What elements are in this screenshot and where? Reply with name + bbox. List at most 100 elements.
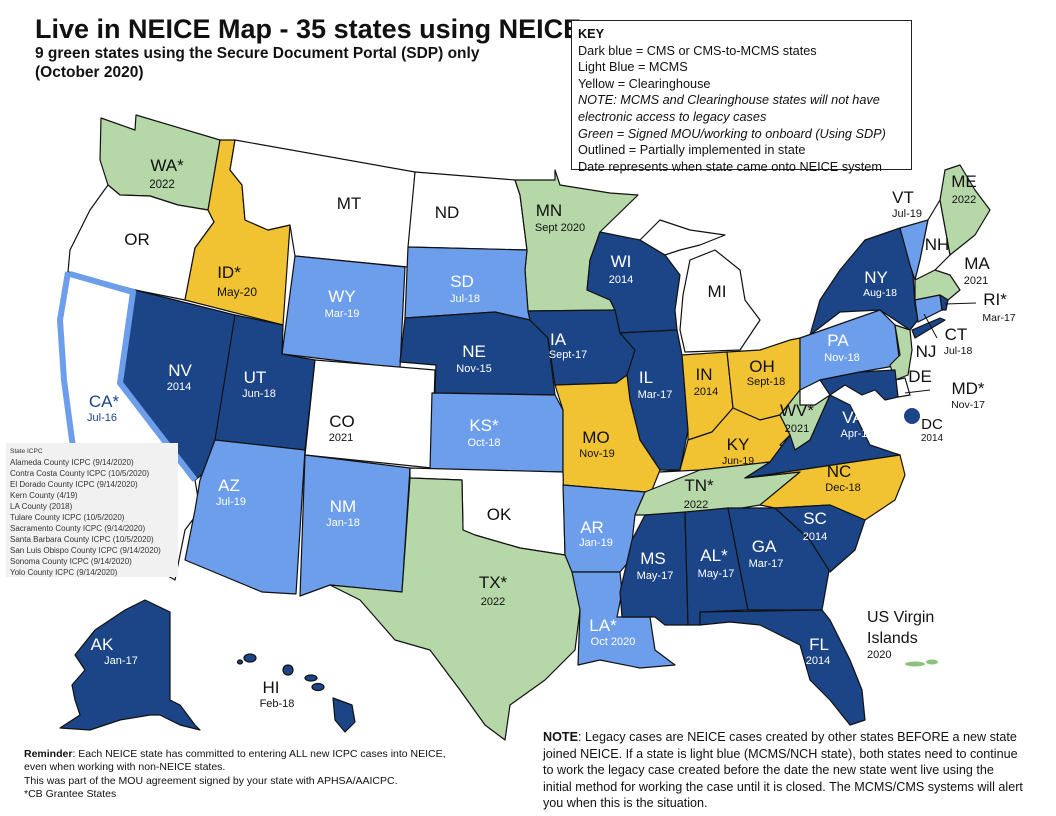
state-RI[interactable] (939, 294, 949, 311)
date-WA: 2022 (149, 179, 175, 191)
label-WA: WA* (150, 156, 184, 175)
vi-date: 2020 (867, 649, 892, 661)
note-text: : Legacy cases are NEICE cases created b… (543, 730, 1023, 811)
page-subtitle: 9 green states using the Secure Document… (35, 44, 479, 82)
label-OK: OK (487, 505, 512, 524)
label-WI: WI (611, 252, 632, 271)
label-HI: HI (263, 678, 280, 697)
key-yellow: Yellow = Clearinghouse (578, 76, 711, 91)
label-CT: CT (945, 325, 968, 344)
label-KY: KY (727, 435, 750, 454)
date-CT: Jul-18 (944, 345, 973, 357)
vi-line-2: Islands (867, 630, 918, 647)
state-AZ[interactable] (184, 439, 306, 595)
ca-county-item: El Dorado County ICPC (9/14/2020) (10, 480, 138, 489)
ca-county-item: Kern County (4/19) (10, 491, 78, 500)
state-PA[interactable] (799, 309, 901, 391)
virgin-islands-shape (905, 659, 938, 667)
state-NY[interactable] (809, 227, 919, 336)
date-WI: 2014 (609, 274, 633, 286)
label-CO: CO (329, 412, 355, 431)
date-MO: Nov-19 (579, 448, 614, 460)
state-DC[interactable] (904, 408, 920, 424)
label-FL: FL (809, 635, 829, 654)
state-NJ[interactable] (889, 324, 913, 381)
date-AL: May-17 (698, 568, 735, 580)
reminder-bold: Reminder (24, 748, 73, 760)
label-SD: SD (450, 272, 474, 291)
key-green: Green = Signed MOU/working to onboard (U… (578, 126, 886, 141)
label-AL: AL* (700, 546, 728, 565)
date-KS: Oct-18 (467, 437, 500, 449)
label-DE: DE (908, 367, 932, 386)
label-MA: MA (964, 254, 990, 273)
date-VT: Jul-19 (892, 208, 922, 220)
ca-county-item: Yolo County ICPC (9/14/2020) (10, 568, 118, 577)
date-DC: 2014 (921, 433, 944, 444)
date-RI: Mar-17 (982, 312, 1015, 324)
state-SC[interactable] (774, 504, 866, 573)
reminder-line-4: *CB Grantee States (24, 787, 117, 800)
date-TN: 2022 (684, 499, 708, 511)
state-ME[interactable] (939, 164, 991, 256)
state-MO[interactable] (554, 374, 661, 493)
label-AR: AR (580, 518, 604, 537)
label-CA: CA* (89, 392, 120, 411)
key-date: Date represents when state came onto NEI… (578, 159, 882, 174)
state-CT[interactable] (914, 294, 943, 323)
state-HI[interactable] (236, 653, 356, 733)
label-IL: IL (639, 368, 653, 387)
note-bold: NOTE (543, 730, 578, 744)
legacy-note: NOTE: Legacy cases are NEICE cases creat… (543, 729, 1023, 812)
ca-county-item: Alameda County ICPC (9/14/2020) (10, 458, 134, 467)
label-AZ: AZ (218, 476, 240, 495)
label-SC: SC (803, 509, 827, 528)
date-CO: 2021 (329, 432, 353, 444)
label-GA: GA (752, 537, 777, 556)
label-NV: NV (168, 361, 192, 380)
date-UT: Jun-18 (242, 388, 276, 400)
page-title: Live in NEICE Map - 35 states using NEIC… (35, 14, 582, 44)
label-VT: VT (892, 188, 914, 207)
vi-line-1: US Virgin (867, 609, 935, 626)
date-MS: May-17 (637, 570, 674, 582)
label-MI: MI (708, 282, 727, 301)
label-MO: MO (582, 428, 609, 447)
key-dark-blue: Dark blue = CMS or CMS-to-MCMS states (578, 43, 817, 58)
state-FL[interactable] (699, 609, 866, 726)
label-KS: KS* (469, 416, 499, 435)
ca-counties-heading: State ICPC (10, 448, 43, 455)
date-MA: 2021 (964, 275, 988, 287)
state-TX[interactable] (329, 477, 581, 741)
date-KY: Jun-19 (722, 455, 754, 467)
label-WV: WV* (780, 401, 814, 420)
date-SC: 2014 (803, 531, 827, 543)
date-NE: Nov-15 (456, 363, 491, 375)
date-NY: Aug-18 (863, 287, 897, 299)
label-LA: LA* (589, 616, 617, 635)
date-NC: Dec-18 (825, 482, 860, 494)
label-TX: TX* (479, 573, 508, 592)
label-MT: MT (337, 194, 362, 213)
reminder-text: Reminder: Each NEICE state has committed… (24, 748, 534, 801)
date-AZ: Jul-19 (216, 496, 246, 508)
label-NH: NH (925, 235, 950, 254)
label-OR: OR (124, 230, 150, 249)
date-MN: Sept 2020 (535, 222, 585, 234)
ca-county-item: LA County (2018) (10, 502, 73, 511)
label-NJ: NJ (916, 342, 937, 361)
date-NV: 2014 (167, 381, 191, 393)
state-CO[interactable] (304, 359, 436, 469)
date-VA: Apr-16 (840, 428, 873, 440)
key-note-line-1: NOTE: MCMS and Clearinghouse states will… (578, 93, 880, 108)
date-ME: 2022 (952, 194, 976, 206)
reminder-line-1: : Each NEICE state has committed to ente… (72, 748, 446, 760)
date-FL: 2014 (806, 655, 830, 667)
state-MD[interactable] (819, 369, 899, 401)
label-IN: IN (696, 365, 713, 384)
state-AK[interactable] (59, 599, 201, 731)
state-MI[interactable] (639, 219, 761, 353)
label-NC: NC (827, 462, 852, 481)
ca-county-item: Contra Costa County ICPC (10/5/2020) (10, 469, 150, 478)
state-ND[interactable] (407, 171, 528, 251)
